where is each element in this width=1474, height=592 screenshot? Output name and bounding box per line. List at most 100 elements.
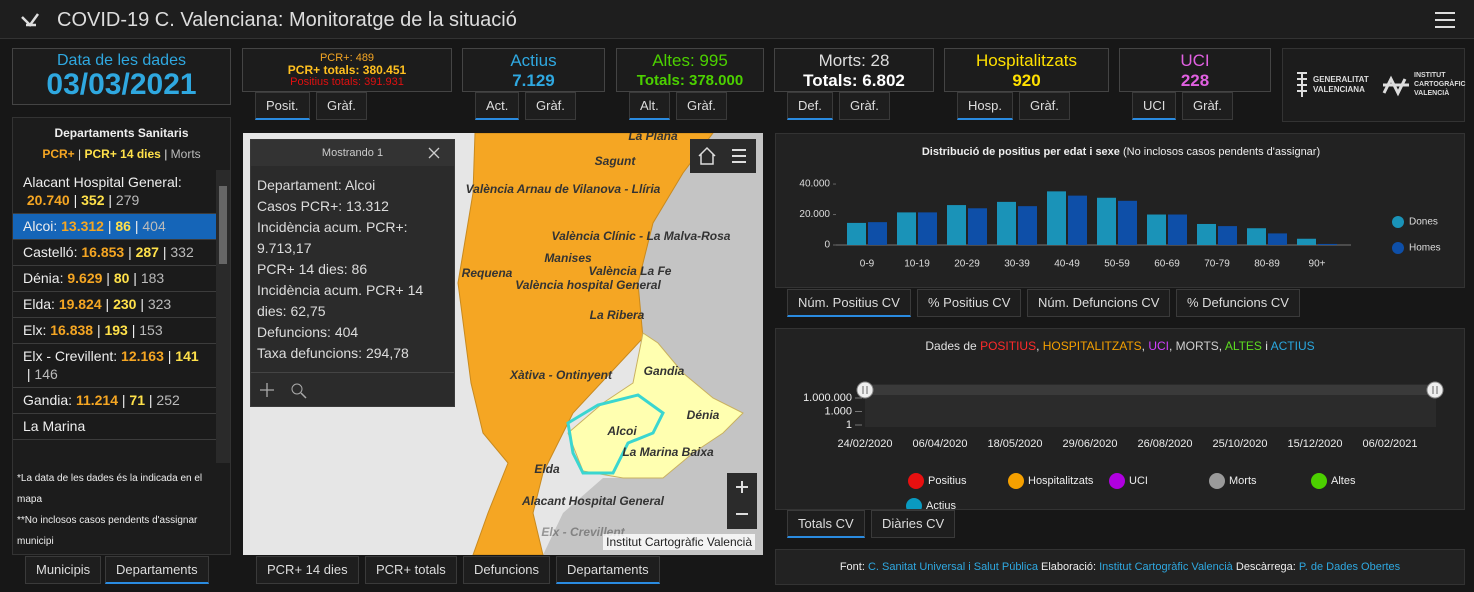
pcr-value: 16.838 (50, 322, 94, 338)
range-slider[interactable] (865, 385, 1436, 395)
slider-handle[interactable] (856, 381, 874, 399)
pcr14-value: 230 (113, 296, 137, 312)
separator: | (133, 270, 137, 286)
separator-wrap: | (118, 392, 129, 408)
pcr-value: 20.740 (26, 192, 70, 208)
y-tick-label: 0 (824, 240, 830, 251)
department-row[interactable]: Castelló: 16.853 | 287 | 332 (13, 240, 216, 266)
card-tab[interactable]: Posit. (255, 92, 310, 120)
legend-swatch (906, 498, 922, 514)
department-row[interactable]: Dénia: 9.629 | 80 | 183 (13, 266, 216, 292)
zoom-action[interactable] (291, 383, 303, 395)
separator-wrap: | (128, 322, 139, 338)
footer-label: Elaboració: (1041, 561, 1097, 573)
footer-link[interactable]: P. de Dades Obertes (1298, 561, 1401, 573)
department-row[interactable]: Gandia: 11.214 | 71 | 252 (13, 388, 216, 414)
handle-circle (1426, 381, 1444, 399)
department-row[interactable]: La Marina (13, 414, 216, 440)
map-tab[interactable]: PCR+ 14 dies (256, 556, 359, 584)
title-part: ALTES (1225, 339, 1262, 353)
separator: | (134, 218, 139, 234)
popup-line: Incidència acum. PCR+ 14 dies: 62,75 (257, 282, 424, 319)
chart-tab[interactable]: % Defuncions CV (1176, 289, 1300, 317)
department-name: Castelló: (23, 244, 78, 260)
x-tick-label: 10-19 (904, 259, 930, 270)
map-tab[interactable]: Departaments (556, 556, 660, 584)
department-row[interactable]: Elx: 16.838 | 193 | 153 (13, 318, 216, 344)
icv-mark (1382, 75, 1409, 97)
bar (847, 222, 866, 245)
department-row[interactable]: Alcoi: 13.312 | 86 | 404 (13, 214, 216, 240)
footer-link[interactable]: Institut Cartogràfic Valencià (1099, 561, 1233, 573)
department-name: Elx - Crevillent: (23, 348, 118, 364)
pcr-value: 19.824 (58, 296, 102, 312)
department-row[interactable]: Elx - Crevillent: 12.163 | 141 | 146 (13, 344, 216, 388)
card-tab[interactable]: Gràf. (316, 92, 367, 120)
home-button[interactable] (698, 146, 716, 165)
department-tab[interactable]: Municipis (25, 556, 102, 584)
department-name: Dénia: (23, 270, 64, 286)
map-tab[interactable]: Defuncions (463, 556, 551, 584)
scrollbar[interactable] (216, 170, 230, 463)
department-row[interactable]: Elda: 19.824 | 230 | 323 (13, 292, 216, 318)
menu-button[interactable] (1434, 11, 1456, 29)
bar (1168, 214, 1187, 245)
map-label: València Clínic - La Malva-Rosa (552, 229, 731, 243)
map-tab[interactable]: PCR+ totals (365, 556, 457, 584)
legend-pcr: PCR+ (42, 147, 75, 161)
icon-path (21, 13, 40, 27)
chart-tab[interactable]: Núm. Defuncions CV (1027, 289, 1171, 317)
card-tab[interactable]: Gràf. (839, 92, 890, 120)
kpi-line: UCI (1180, 51, 1210, 70)
kpi-line: PCR+: 489 (319, 52, 375, 64)
header-bar: COVID-19 C. Valenciana: Monitoratge de l… (0, 0, 1474, 39)
slider-handle[interactable] (1426, 381, 1444, 399)
popup-close[interactable] (427, 146, 441, 160)
card-tab[interactable]: Def. (787, 92, 833, 120)
map-popup: Mostrando 1 Departament: Alcoi Casos PCR+… (250, 139, 455, 407)
separator-wrap: | (102, 296, 113, 312)
card-tab[interactable]: Gràf. (525, 92, 576, 120)
gv-line: VALENCIANA (1313, 85, 1365, 94)
card-tab[interactable]: Gràf. (1019, 92, 1070, 120)
map-label: Requena (462, 266, 513, 280)
map-label: Dénia (687, 408, 720, 422)
card-tab[interactable]: Gràf. (1182, 92, 1233, 120)
department-name: Elx: (23, 322, 47, 338)
pan-action[interactable] (260, 383, 274, 397)
morts-value: 153 (139, 322, 163, 338)
region-orange (457, 133, 714, 555)
department-tab[interactable]: Departaments (105, 556, 209, 584)
map-tool-icons (698, 146, 746, 165)
chart-tab[interactable]: Totals CV (787, 510, 865, 538)
department-name: La Marina (23, 418, 86, 434)
chart-tab[interactable]: Núm. Positius CV (787, 289, 911, 317)
card-tab[interactable]: Hosp. (957, 92, 1013, 120)
map-tools (690, 139, 756, 173)
separator: | (78, 147, 82, 161)
list-button[interactable] (732, 149, 746, 163)
card-tab[interactable]: UCI (1132, 92, 1177, 120)
date-label: Data de les dades (57, 52, 186, 69)
pcr14-value: 193 (104, 322, 128, 338)
evolution-chart: Dades de POSITIUS, HOSPITALITZATS, UCI, … (803, 339, 1444, 514)
selected-department[interactable] (566, 393, 665, 475)
card-tab[interactable]: Act. (475, 92, 520, 120)
card-tab[interactable]: Alt. (629, 92, 670, 120)
scroll-thumb[interactable] (219, 186, 227, 264)
zoom-in[interactable] (736, 481, 748, 493)
separator-wrap: | (136, 296, 147, 312)
footer-link[interactable]: C. Sanitat Universal i Salut Pública (867, 561, 1038, 573)
department-row[interactable]: Alacant Hospital General: 20.740 | 352 |… (13, 170, 216, 214)
title-part: Dades de (925, 339, 980, 353)
card-tab[interactable]: Gràf. (676, 92, 727, 120)
x-tick-label: 20-29 (954, 259, 980, 270)
bar (1197, 223, 1216, 245)
bar (1097, 197, 1116, 245)
notes: *La data de les dades és la indicada en … (17, 468, 229, 552)
department-name: Gandia: (23, 392, 73, 408)
morts-value: 252 (156, 392, 180, 408)
map-label: Elda (534, 462, 560, 476)
chart-tab[interactable]: % Positius CV (917, 289, 1022, 317)
chart-tab[interactable]: Diàries CV (871, 510, 956, 538)
